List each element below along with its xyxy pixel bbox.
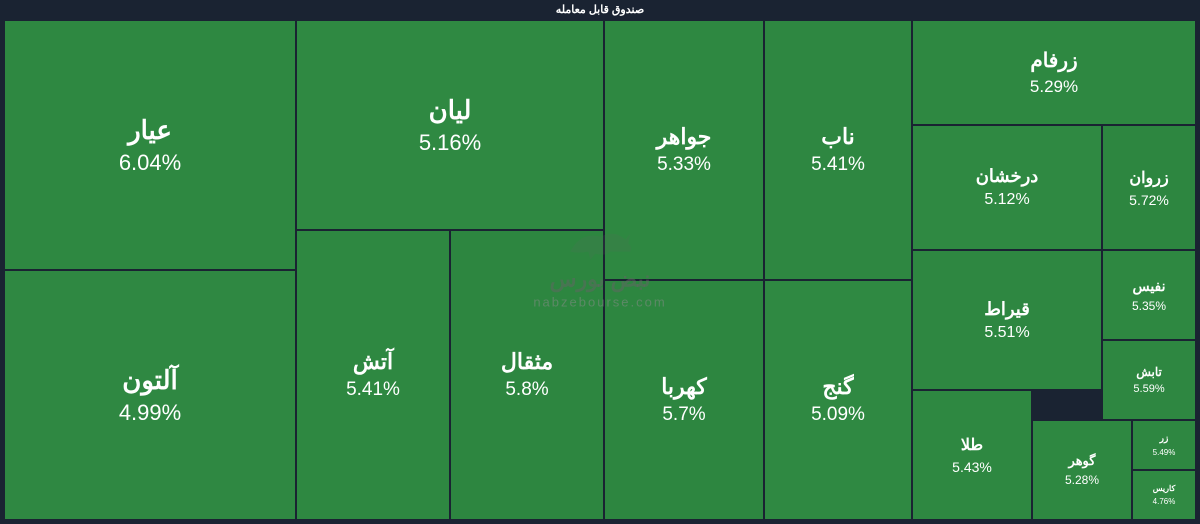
chart-header: صندوق قابل معامله: [0, 0, 1200, 20]
treemap-cell[interactable]: آلتون 4.99%: [4, 270, 296, 520]
treemap-cell[interactable]: گنج 5.09%: [764, 280, 912, 520]
cell-percent: 5.28%: [1065, 473, 1099, 487]
treemap-cell[interactable]: آتش 5.41%: [296, 230, 450, 520]
cell-name: آتش: [353, 349, 393, 375]
cell-name: گوهر: [1069, 453, 1096, 469]
treemap-cell[interactable]: کاریس 4.76%: [1132, 470, 1196, 520]
cell-name: عیار: [128, 115, 172, 146]
chart-title: صندوق قابل معامله: [556, 4, 644, 16]
cell-name: گنج: [822, 374, 853, 400]
cell-name: زرفام: [1030, 48, 1077, 73]
treemap-cell[interactable]: زروان 5.72%: [1102, 125, 1196, 250]
cell-percent: 5.35%: [1132, 299, 1166, 313]
treemap-cell[interactable]: ناب 5.41%: [764, 20, 912, 280]
cell-percent: 4.99%: [119, 400, 181, 426]
cell-percent: 5.09%: [811, 404, 865, 426]
cell-percent: 5.41%: [346, 379, 400, 401]
treemap-cell[interactable]: تابش 5.59%: [1102, 340, 1196, 420]
cell-percent: 5.8%: [505, 379, 548, 401]
cell-name: کهربا: [661, 374, 707, 400]
cell-name: آلتون: [122, 365, 178, 396]
treemap-cell[interactable]: درخشان 5.12%: [912, 125, 1102, 250]
cell-name: ناب: [821, 124, 855, 150]
cell-name: جواهر: [657, 124, 712, 150]
cell-percent: 5.41%: [811, 154, 865, 176]
cell-percent: 5.16%: [419, 130, 481, 156]
cell-percent: 5.59%: [1133, 383, 1164, 395]
treemap-cell[interactable]: گوهر 5.28%: [1032, 420, 1132, 520]
cell-percent: 5.7%: [662, 404, 705, 426]
cell-name: تابش: [1136, 365, 1162, 379]
cell-name: زر: [1160, 433, 1169, 444]
treemap-container: نبض بورس nabzebourse.com عیار6.04%آلتون4…: [4, 20, 1196, 520]
cell-name: مثقال: [501, 349, 553, 375]
cell-percent: 5.49%: [1153, 448, 1176, 457]
treemap-cell[interactable]: مثقال 5.8%: [450, 230, 604, 520]
treemap-cell[interactable]: کهربا 5.7%: [604, 280, 764, 520]
treemap-cell[interactable]: قیراط 5.51%: [912, 250, 1102, 390]
cell-name: زروان: [1129, 168, 1168, 188]
cell-percent: 5.43%: [952, 459, 992, 475]
cell-percent: 5.12%: [984, 191, 1029, 209]
cell-percent: 6.04%: [119, 150, 181, 176]
treemap-cell[interactable]: زر 5.49%: [1132, 420, 1196, 470]
cell-percent: 5.51%: [984, 324, 1029, 342]
cell-name: درخشان: [976, 166, 1039, 187]
treemap-cell[interactable]: لیان 5.16%: [296, 20, 604, 230]
cell-percent: 4.76%: [1153, 497, 1176, 506]
treemap-cell[interactable]: عیار 6.04%: [4, 20, 296, 270]
treemap-cell[interactable]: زرفام 5.29%: [912, 20, 1196, 125]
cell-name: کاریس: [1153, 484, 1176, 493]
cell-percent: 5.33%: [657, 154, 711, 176]
cell-name: لیان: [429, 95, 472, 126]
cell-name: نفیس: [1132, 278, 1165, 295]
cell-percent: 5.72%: [1129, 192, 1169, 208]
cell-percent: 5.29%: [1030, 77, 1078, 97]
treemap-cell[interactable]: جواهر 5.33%: [604, 20, 764, 280]
cell-name: قیراط: [984, 299, 1030, 320]
treemap-cell[interactable]: طلا 5.43%: [912, 390, 1032, 520]
treemap-cell[interactable]: نفیس 5.35%: [1102, 250, 1196, 340]
cell-name: طلا: [961, 435, 983, 455]
